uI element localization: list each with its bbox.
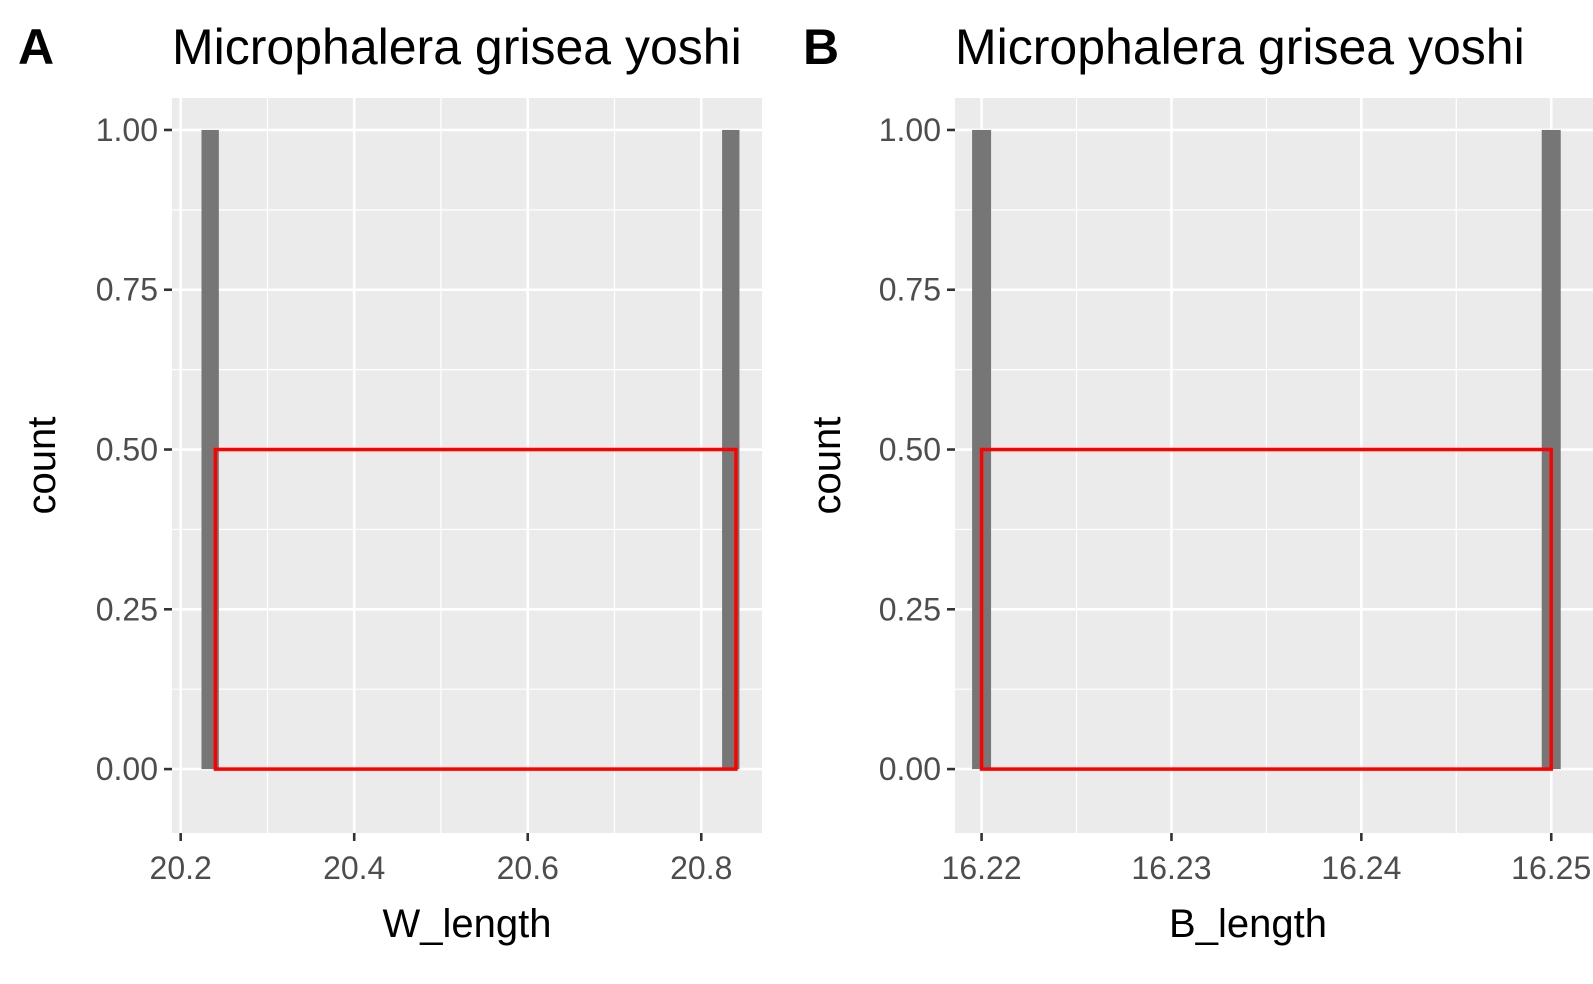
x-tick-label: 20.8 [670, 850, 732, 886]
plot-background [955, 98, 1593, 833]
highlight-box [213, 447, 738, 771]
y-tick-label: 0.50 [879, 432, 941, 468]
y-axis-title: count [20, 417, 64, 515]
x-axis-title: B_length [1169, 902, 1327, 946]
y-tick-label: 0.25 [96, 591, 158, 627]
y-tick-label: 0.50 [96, 432, 158, 468]
y-tick-label: 0.00 [879, 751, 941, 787]
x-tick-label: 16.22 [942, 850, 1022, 886]
x-tick-label: 20.4 [323, 850, 385, 886]
panel-b: B Microphalera grisea yoshi 0.00 0.25 0.50 0.… [803, 19, 1593, 946]
highlight-box [979, 447, 1553, 771]
x-tick-label: 16.23 [1131, 850, 1211, 886]
y-tick-label: 1.00 [879, 112, 941, 148]
y-tick-label: 1.00 [96, 112, 158, 148]
chart-title: Microphalera grisea yoshi [955, 19, 1525, 75]
panel-tag: A [18, 19, 54, 75]
y-tick-label: 0.00 [96, 751, 158, 787]
x-tick-label: 16.25 [1511, 850, 1591, 886]
panel-tag: B [803, 19, 839, 75]
x-axis-title: W_length [383, 902, 552, 946]
chart-title: Microphalera grisea yoshi [172, 19, 742, 75]
plot-background [172, 98, 762, 833]
x-tick-label: 20.2 [150, 850, 212, 886]
panel-a: A Microphalera grisea yoshi 0.00 0.25 0.50 0.… [18, 19, 762, 946]
x-tick-label: 16.24 [1321, 850, 1401, 886]
x-tick-label: 20.6 [497, 850, 559, 886]
y-tick-label: 0.75 [96, 272, 158, 308]
y-axis-title: count [805, 417, 849, 515]
y-tick-label: 0.25 [879, 591, 941, 627]
y-tick-label: 0.75 [879, 272, 941, 308]
